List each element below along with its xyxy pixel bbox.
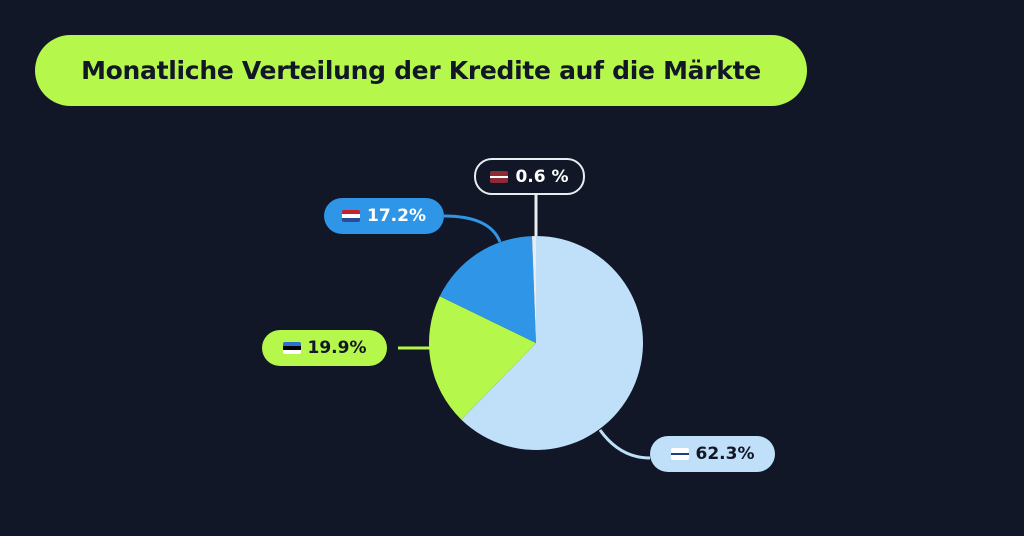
label-netherlands: 17.2% [324, 198, 444, 234]
label-value: 19.9% [307, 338, 367, 358]
leader-line-0 [598, 429, 651, 460]
leader-line-2 [443, 214, 502, 243]
label-value: 62.3% [695, 444, 755, 464]
label-estonia: 19.9% [262, 330, 387, 366]
label-finland: 62.3% [650, 436, 775, 472]
chart-title: Monatliche Verteilung der Kredite auf di… [35, 35, 807, 106]
label-value: 0.6 % [515, 166, 569, 187]
estonia-flag-icon [282, 342, 301, 354]
label-latvia: 0.6 % [474, 158, 585, 195]
pie-slice-latvia [531, 236, 536, 343]
pie-slice-finland [461, 236, 644, 450]
netherlands-flag-icon [342, 210, 360, 222]
latvia-flag-icon [490, 170, 509, 183]
finland-flag-icon [670, 448, 689, 460]
pie-slice-estonia [429, 296, 536, 420]
label-value: 17.2% [367, 206, 426, 226]
pie-slice-netherlands [439, 236, 536, 343]
